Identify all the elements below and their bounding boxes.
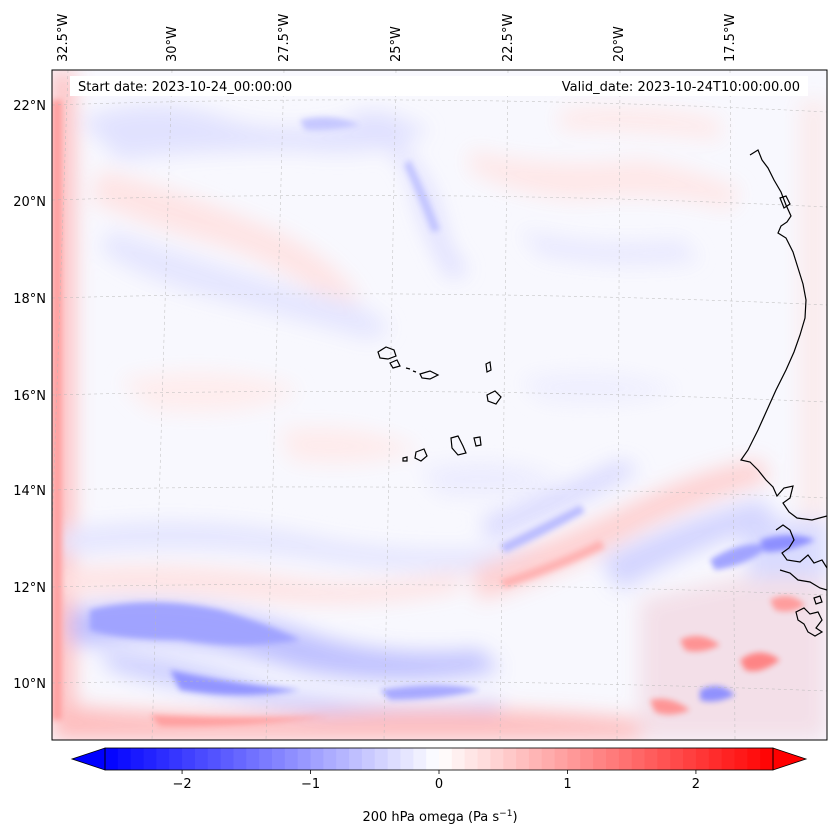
colorbar-bin: [541, 748, 556, 770]
colorbar-bin: [747, 748, 761, 770]
colorbar-bin: [618, 748, 633, 770]
colorbar-bin: [323, 748, 337, 770]
map-area: Start date: 2023-10-24_00:00:00 Valid_da…: [52, 70, 827, 740]
colorbar-bin: [374, 748, 389, 770]
lon-label: 25°W: [389, 26, 404, 62]
colorbar-bin: [439, 748, 453, 770]
lon-label: 32.5°W: [56, 14, 71, 62]
colorbar-bin: [130, 748, 145, 770]
colorbar-bin: [670, 748, 684, 770]
latitude-labels: 22°N 20°N 18°N 16°N 14°N 12°N 10°N: [13, 99, 46, 692]
colorbar-bin: [105, 748, 119, 770]
colorbar-bin: [606, 748, 620, 770]
colorbar-bin: [272, 748, 286, 770]
omega-field: [52, 70, 827, 740]
colorbar-bin: [451, 748, 466, 770]
valid-date-label: Valid_date: 2023-10-24T10:00:00.00: [562, 80, 800, 95]
colorbar-bin: [426, 748, 440, 770]
colorbar: −2 −1 0 1 2 200 hPa omega (Pa s−1): [70, 747, 808, 825]
colorbar-bin: [349, 748, 363, 770]
colorbar-bin: [657, 748, 671, 770]
lat-label: 16°N: [13, 389, 46, 404]
cape-verde-islands: [377, 346, 502, 462]
longitude-labels: 32.5°W 30°W 27.5°W 25°W 22.5°W 20°W 17.5…: [56, 14, 738, 62]
date-banner: [70, 76, 808, 96]
colorbar-bin: [464, 748, 479, 770]
lat-label: 10°N: [13, 677, 46, 692]
lat-label: 12°N: [13, 581, 46, 596]
lon-label: 20°W: [612, 26, 627, 62]
colorbar-bin: [310, 748, 324, 770]
lat-label: 22°N: [13, 99, 46, 114]
colorbar-min-extend: [70, 747, 106, 771]
colorbar-bin: [284, 748, 299, 770]
colorbar-bin: [760, 748, 774, 770]
colorbar-bin: [169, 748, 183, 770]
colorbar-bin: [207, 748, 222, 770]
colorbar-bin: [246, 748, 260, 770]
colorbar-bin: [400, 748, 414, 770]
lat-label: 14°N: [13, 484, 46, 499]
colorbar-tick-label: −2: [172, 777, 191, 792]
colorbar-bin: [156, 748, 170, 770]
colorbar-bin: [143, 748, 157, 770]
colorbar-bin: [194, 748, 209, 770]
colorbar-bin: [361, 748, 376, 770]
colorbar-bin: [593, 748, 607, 770]
lat-label: 18°N: [13, 292, 46, 307]
colorbar-bin: [734, 748, 748, 770]
colorbar-tick-label: 0: [435, 777, 443, 792]
colorbar-bin: [413, 748, 427, 770]
lat-label: 20°N: [13, 195, 46, 210]
colorbar-bin: [297, 748, 312, 770]
colorbar-ticks: −2 −1 0 1 2: [172, 770, 700, 792]
lon-label: 30°W: [165, 26, 180, 62]
colorbar-bin: [233, 748, 247, 770]
colorbar-bin: [387, 748, 402, 770]
gridlines: [52, 70, 827, 740]
colorbar-bin: [708, 748, 723, 770]
colorbar-tick-label: 2: [692, 777, 700, 792]
lon-label: 17.5°W: [723, 14, 738, 62]
colorbar-bin: [554, 748, 569, 770]
colorbar-bin: [644, 748, 658, 770]
colorbar-bin: [567, 748, 581, 770]
lon-label: 22.5°W: [501, 14, 516, 62]
colorbar-label: 200 hPa omega (Pa s−1): [362, 809, 517, 825]
colorbar-bin: [528, 748, 543, 770]
colorbar-bin: [259, 748, 273, 770]
colorbar-bin: [182, 748, 196, 770]
colorbar-bins: [105, 748, 774, 770]
west-africa-coastline: [739, 149, 827, 637]
map-frame: [51, 69, 828, 741]
colorbar-bin: [336, 748, 350, 770]
start-date-label: Start date: 2023-10-24_00:00:00: [78, 80, 292, 95]
colorbar-bin: [477, 748, 491, 770]
colorbar-bin: [580, 748, 594, 770]
colorbar-tick-label: −1: [301, 777, 320, 792]
colorbar-tick-label: 1: [563, 777, 571, 792]
colorbar-bin: [220, 748, 235, 770]
colorbar-bin: [721, 748, 736, 770]
colorbar-bin: [503, 748, 517, 770]
colorbar-bin: [631, 748, 646, 770]
colorbar-max-extend: [772, 747, 808, 771]
colorbar-bin: [683, 748, 697, 770]
colorbar-bin: [516, 748, 530, 770]
colorbar-bin: [695, 748, 710, 770]
lon-label: 27.5°W: [277, 14, 292, 62]
colorbar-bin: [490, 748, 504, 770]
colorbar-bin: [117, 748, 132, 770]
